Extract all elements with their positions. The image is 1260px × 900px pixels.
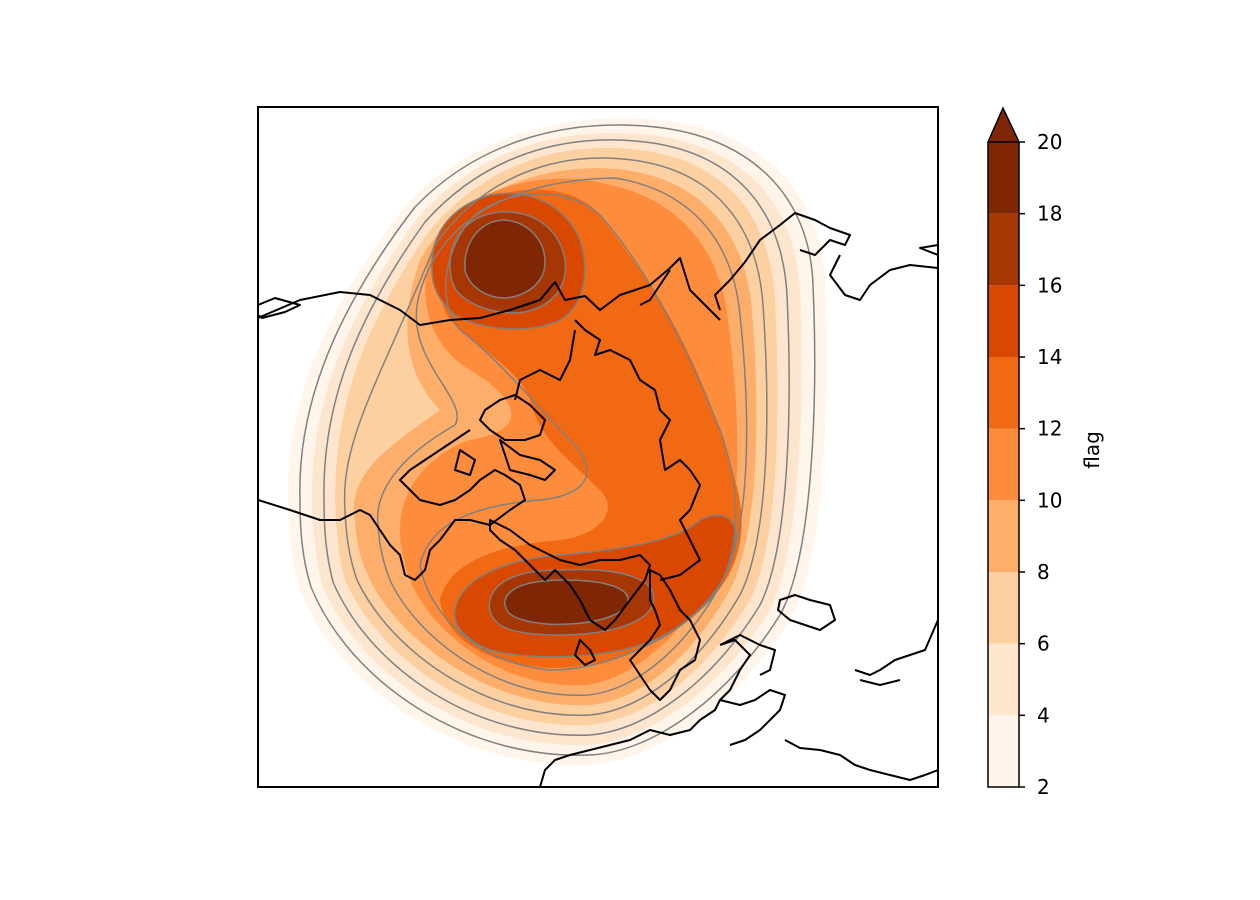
colorbar-extend-arrow <box>986 106 1021 143</box>
coastline-russia-north <box>514 319 701 581</box>
colorbar-segments <box>988 142 1019 787</box>
colorbar-segment <box>988 715 1019 787</box>
coastline-arctic-islands <box>454 394 556 481</box>
colorbar-tick-label: 2 <box>1037 775 1050 799</box>
map-frame <box>257 106 939 788</box>
colorbar: 2 4 6 8 10 12 14 16 18 20 flag <box>986 106 1104 799</box>
coastline-greenland <box>489 519 651 631</box>
contour-line <box>343 157 768 716</box>
coastlines <box>258 212 938 787</box>
coastline-middle-east <box>777 594 938 686</box>
colorbar-label: flag <box>1080 431 1104 469</box>
contour-line <box>376 177 748 696</box>
contour-line <box>299 124 816 756</box>
colorbar-segment <box>988 500 1019 572</box>
coastline-mediterranean <box>719 689 786 746</box>
coastline-scandinavia <box>574 569 701 701</box>
coastline-siberia <box>258 257 721 326</box>
colorbar-tick-label: 18 <box>1037 202 1062 226</box>
colorbar-segment <box>988 213 1019 286</box>
colorbar-tick-label: 14 <box>1037 345 1062 369</box>
colorbar-segment <box>988 285 1019 357</box>
colorbar-tick-label: 10 <box>1037 488 1062 512</box>
colorbar-tick-label: 20 <box>1037 130 1062 154</box>
colorbar-tick-label: 12 <box>1037 417 1062 441</box>
coastline-alaska <box>714 212 938 311</box>
contour-line <box>323 139 790 736</box>
map-panel <box>257 106 939 788</box>
coastline-africa-arabia <box>784 739 938 781</box>
colorbar-segment <box>988 643 1019 716</box>
colorbar-tick-label: 16 <box>1037 273 1062 297</box>
coastline-canada <box>258 429 526 581</box>
contour-line <box>464 219 546 299</box>
band-18-20 <box>504 580 629 625</box>
contour-lines <box>299 124 816 756</box>
colorbar-segment <box>988 142 1019 214</box>
contour-line <box>419 192 737 671</box>
contour-line <box>503 579 629 626</box>
contour-line <box>431 192 586 330</box>
colorbar-segment <box>988 572 1019 644</box>
colorbar-segment <box>988 428 1019 501</box>
coastline-north-america-west <box>919 244 938 256</box>
contour-line <box>453 514 737 658</box>
colorbar-ticks: 2 4 6 8 10 12 14 16 18 20 <box>1019 130 1062 799</box>
coastline-europe <box>539 634 776 787</box>
colorbar-tick-label: 4 <box>1037 703 1050 727</box>
colorbar-segment <box>988 357 1019 429</box>
band-18-20-north <box>465 220 545 298</box>
contour-line <box>488 568 655 636</box>
colorbar-outline <box>987 142 1020 788</box>
colorbar-tick-label: 8 <box>1037 560 1050 584</box>
contour-line <box>449 211 567 314</box>
colorbar-tick-label: 6 <box>1037 632 1050 656</box>
